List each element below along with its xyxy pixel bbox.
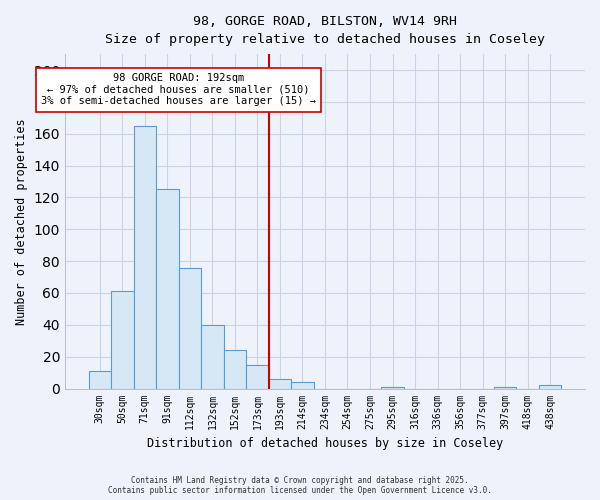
Bar <box>269 379 291 388</box>
Bar <box>539 386 562 388</box>
Bar <box>134 126 156 388</box>
Bar <box>156 190 179 388</box>
Bar <box>291 382 314 388</box>
Text: 98 GORGE ROAD: 192sqm
← 97% of detached houses are smaller (510)
3% of semi-deta: 98 GORGE ROAD: 192sqm ← 97% of detached … <box>41 73 316 106</box>
Bar <box>89 371 111 388</box>
Bar <box>179 268 201 388</box>
Bar <box>224 350 246 389</box>
Title: 98, GORGE ROAD, BILSTON, WV14 9RH
Size of property relative to detached houses i: 98, GORGE ROAD, BILSTON, WV14 9RH Size o… <box>105 15 545 46</box>
Bar <box>246 364 269 388</box>
Bar <box>494 387 517 388</box>
Bar <box>201 325 224 388</box>
Y-axis label: Number of detached properties: Number of detached properties <box>15 118 28 324</box>
Bar <box>381 387 404 388</box>
X-axis label: Distribution of detached houses by size in Coseley: Distribution of detached houses by size … <box>147 437 503 450</box>
Text: Contains HM Land Registry data © Crown copyright and database right 2025.
Contai: Contains HM Land Registry data © Crown c… <box>108 476 492 495</box>
Bar <box>111 292 134 388</box>
